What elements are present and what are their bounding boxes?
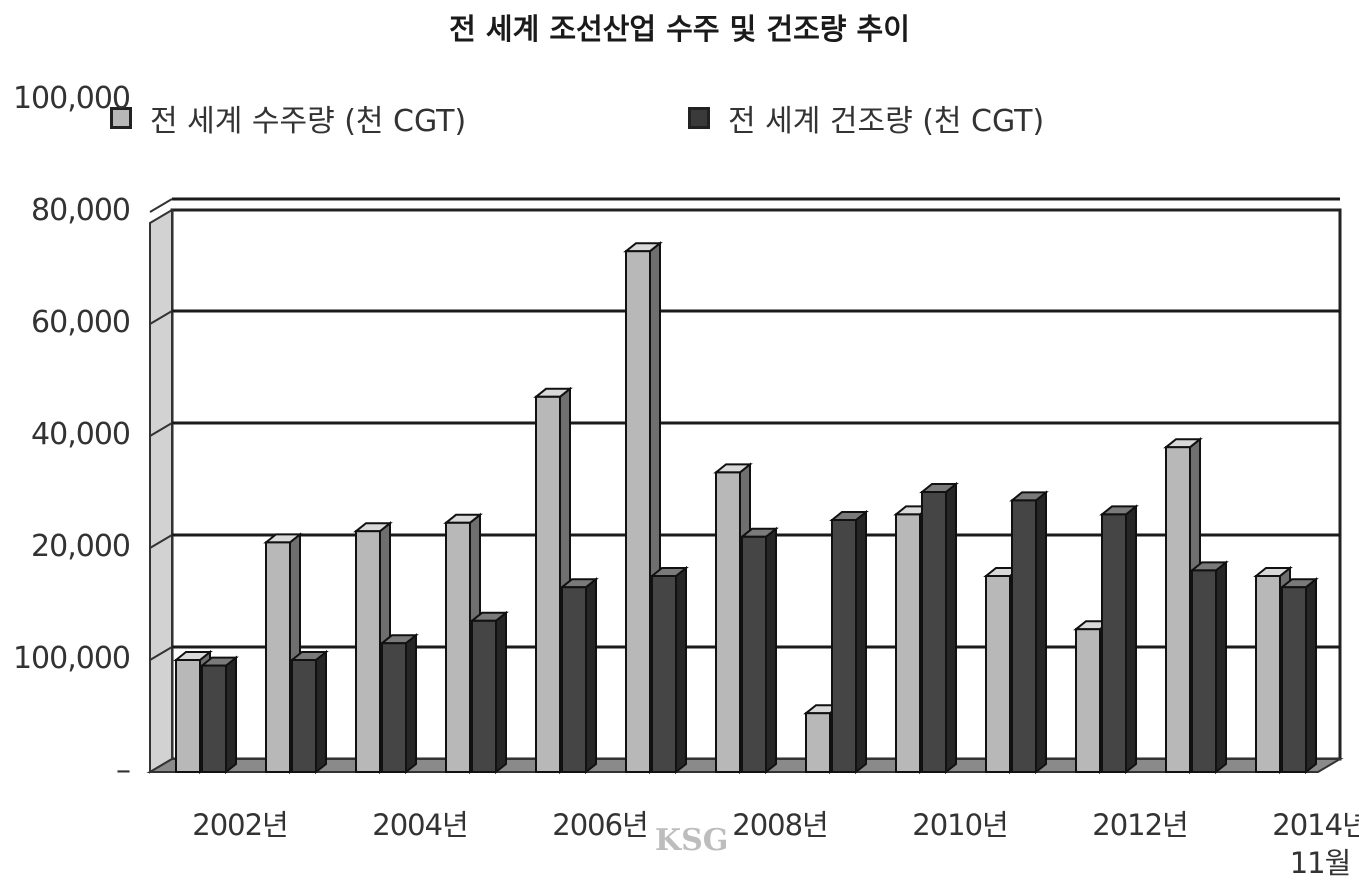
- bar-side: [225, 655, 237, 775]
- bar-front: [1101, 513, 1127, 774]
- bar-construction: [919, 481, 959, 775]
- bar-front: [1255, 575, 1281, 773]
- bar-side: [765, 526, 777, 775]
- bar-side: [675, 565, 687, 775]
- legend-swatch-construction: [688, 107, 710, 129]
- bar-orders: [1163, 437, 1203, 775]
- bar-front: [895, 513, 921, 774]
- bar-construction: [649, 565, 689, 775]
- x-tick-label: 2014년: [1272, 808, 1359, 842]
- bar-front: [381, 642, 407, 774]
- bar-front: [985, 575, 1011, 773]
- bar-construction: [1009, 490, 1049, 775]
- bar-front: [1191, 569, 1217, 774]
- bar-construction: [1279, 577, 1319, 775]
- bar-side: [585, 577, 597, 775]
- bar-construction: [469, 610, 509, 775]
- plot-side-wall: [149, 208, 173, 774]
- bar-side: [855, 509, 867, 775]
- x-axis-ticks: 2002년 2004년 2006년 2008년 2010년 2012년 2014년 11월: [192, 808, 1359, 880]
- bar-side: [1305, 577, 1317, 775]
- bar-front: [175, 659, 201, 773]
- bar-front: [1075, 628, 1101, 774]
- x-tick-label: 2010년: [912, 808, 1007, 842]
- bar-side: [1215, 560, 1227, 775]
- bar-construction: [289, 649, 329, 775]
- y-tick-label: 20,000: [31, 529, 130, 564]
- bar-front: [445, 521, 471, 773]
- bar-construction: [1189, 560, 1229, 775]
- chart-title: 전 세계 조선산업 수주 및 건조량 추이: [449, 12, 910, 46]
- bar-front: [831, 519, 857, 773]
- y-tick-label: 80,000: [31, 193, 130, 228]
- gridline-side: [149, 534, 173, 549]
- gridline-side: [149, 422, 173, 437]
- legend-swatch-orders: [110, 107, 132, 129]
- y-tick-label: 100,000: [13, 641, 130, 676]
- y-tick-label: 100,000: [13, 81, 130, 116]
- bar-construction: [379, 633, 419, 775]
- bar-front: [921, 491, 947, 773]
- bar-front: [201, 664, 227, 773]
- bar-front: [535, 395, 561, 773]
- bar-construction: [1099, 504, 1139, 775]
- x-tick-label: 2006년: [552, 808, 647, 842]
- bars: [173, 241, 1319, 775]
- y-axis-ticks: – 100,000 20,000 40,000 60,000 80,000 100,000: [13, 81, 131, 788]
- legend-label-orders: 전 세계 수주량 (천 CGT): [150, 104, 467, 139]
- bar-construction: [829, 509, 869, 775]
- bar-front: [1011, 499, 1037, 773]
- bar-front: [805, 712, 831, 774]
- gridline-side: [149, 646, 173, 661]
- bar-side: [315, 649, 327, 775]
- bar-front: [291, 659, 317, 773]
- bar-front: [561, 586, 587, 774]
- bar-front: [741, 535, 767, 773]
- bar-side: [1125, 504, 1137, 775]
- bar-construction: [199, 655, 239, 775]
- bar-construction: [739, 526, 779, 775]
- x-tick-label: 2012년: [1092, 808, 1187, 842]
- bar-front: [715, 471, 741, 773]
- x-tick-label: 2004년: [372, 808, 467, 842]
- bar-front: [625, 250, 651, 773]
- x-tick-label: 11월: [1290, 846, 1351, 880]
- y-tick-label: 60,000: [31, 305, 130, 340]
- legend-item-orders: 전 세계 수주량 (천 CGT): [110, 98, 467, 139]
- bar-front: [471, 619, 497, 773]
- bar-front: [355, 530, 381, 774]
- bar-side: [1035, 490, 1047, 775]
- y-tick-label: 40,000: [31, 417, 130, 452]
- legend-item-construction: 전 세계 건조량 (천 CGT): [688, 98, 1045, 139]
- bar-construction: [559, 577, 599, 775]
- bar-side: [405, 633, 417, 775]
- legend-label-construction: 전 세계 건조량 (천 CGT): [728, 104, 1045, 139]
- y-tick-label: –: [116, 753, 130, 788]
- x-tick-label: 2002년: [192, 808, 287, 842]
- bar-front: [651, 575, 677, 773]
- watermark-text: KSG: [655, 823, 728, 858]
- gridline-side: [149, 198, 173, 213]
- bar-front: [1281, 586, 1307, 774]
- bar-side: [945, 481, 957, 775]
- gridline-side: [149, 310, 173, 325]
- x-tick-label: 2008년: [732, 808, 827, 842]
- bar-front: [265, 541, 291, 774]
- bar-front: [1165, 446, 1191, 773]
- bar-side: [495, 610, 507, 775]
